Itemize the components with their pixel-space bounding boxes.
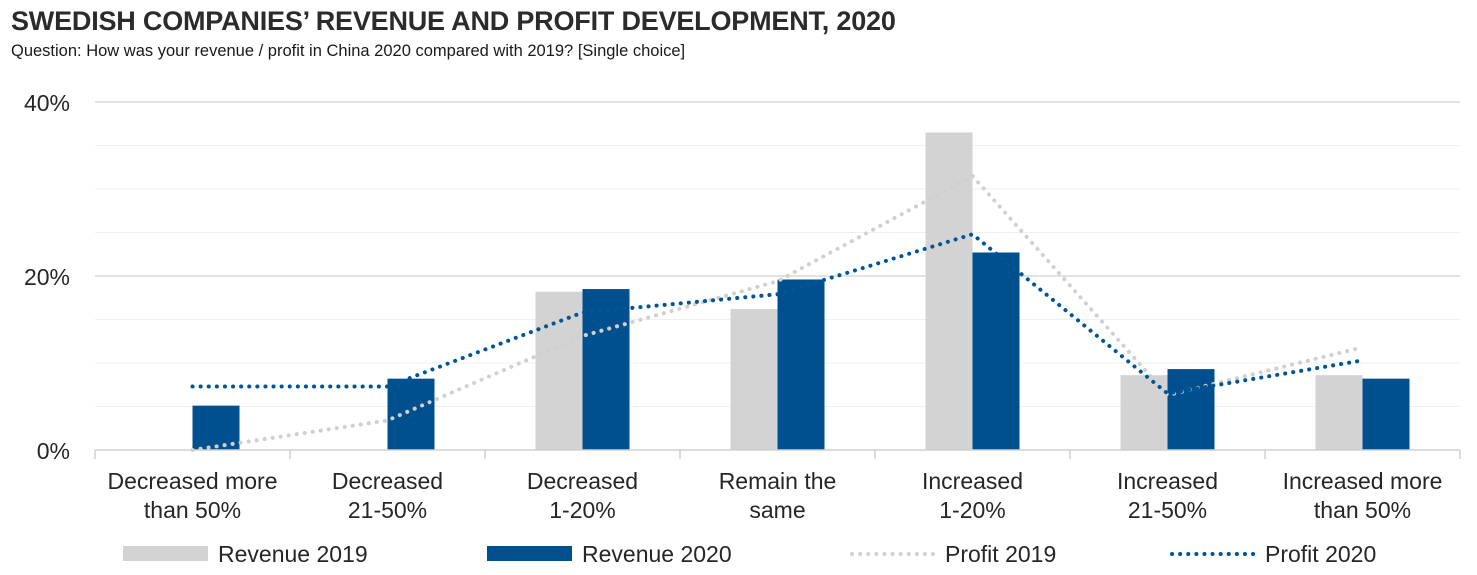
bar-revenue-2019 bbox=[730, 309, 778, 450]
x-axis bbox=[94, 449, 1461, 459]
bar-revenue-2019 bbox=[535, 291, 583, 450]
line-profit-2020 bbox=[190, 232, 1365, 396]
legend-swatch bbox=[123, 546, 208, 561]
chart-subtitle: Question: How was your revenue / profit … bbox=[11, 42, 686, 60]
x-category-label: Increased more than 50% bbox=[1283, 468, 1443, 523]
y-axis-ticks: 0% 20% 40% bbox=[24, 90, 70, 464]
x-axis-labels: Decreased more than 50% Decreased 21-50% Dec… bbox=[107, 468, 1442, 523]
y-tick-label: 40% bbox=[24, 90, 70, 116]
bar-revenue-2020 bbox=[1362, 378, 1410, 450]
x-category-label: Increased 21-50% bbox=[1117, 468, 1218, 523]
bar-revenue-2020 bbox=[1167, 369, 1215, 450]
profit-lines bbox=[190, 173, 1365, 452]
bar-revenue-2020 bbox=[777, 279, 825, 450]
bars bbox=[192, 132, 1410, 450]
legend: Revenue 2019 Revenue 2020 Profit 2019 Profi… bbox=[123, 541, 1376, 567]
legend-label: Profit 2019 bbox=[945, 541, 1056, 567]
x-category-label: Decreased 1-20% bbox=[527, 468, 638, 523]
line-profit-2019 bbox=[190, 173, 1365, 452]
legend-label: Revenue 2020 bbox=[582, 541, 732, 567]
bar-revenue-2020 bbox=[972, 252, 1020, 450]
legend-swatch bbox=[487, 546, 572, 561]
bar-revenue-2020 bbox=[582, 289, 630, 450]
y-tick-label: 0% bbox=[37, 438, 70, 464]
chart-title: SWEDISH COMPANIES’ REVENUE AND PROFIT DE… bbox=[11, 6, 896, 36]
legend-label: Revenue 2019 bbox=[218, 541, 368, 567]
x-category-label: Decreased more than 50% bbox=[107, 468, 277, 523]
x-category-label: Decreased 21-50% bbox=[332, 468, 443, 523]
bar-revenue-2019 bbox=[1315, 375, 1363, 450]
legend-label: Profit 2020 bbox=[1265, 541, 1376, 567]
bar-revenue-2020 bbox=[387, 378, 435, 450]
bar-revenue-2019 bbox=[925, 132, 973, 450]
y-tick-label: 20% bbox=[24, 264, 70, 290]
x-category-label: Remain the same bbox=[719, 468, 837, 523]
x-category-label: Increased 1-20% bbox=[922, 468, 1023, 523]
